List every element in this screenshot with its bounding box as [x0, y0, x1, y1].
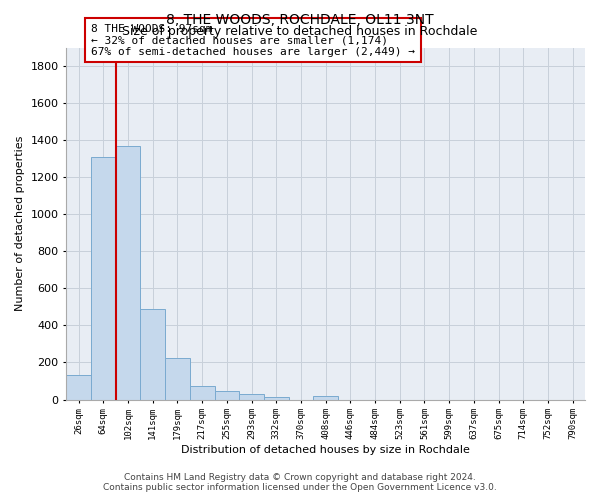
- Bar: [264, 397, 289, 400]
- Bar: [91, 157, 116, 400]
- Y-axis label: Number of detached properties: Number of detached properties: [15, 136, 25, 311]
- Bar: [313, 396, 338, 400]
- Text: Contains HM Land Registry data © Crown copyright and database right 2024.
Contai: Contains HM Land Registry data © Crown c…: [103, 473, 497, 492]
- Bar: [67, 374, 91, 400]
- Text: Size of property relative to detached houses in Rochdale: Size of property relative to detached ho…: [122, 25, 478, 38]
- Bar: [190, 386, 215, 400]
- Bar: [215, 391, 239, 400]
- Text: 8, THE WOODS, ROCHDALE, OL11 3NT: 8, THE WOODS, ROCHDALE, OL11 3NT: [166, 12, 434, 26]
- Bar: [140, 309, 165, 400]
- Bar: [165, 358, 190, 400]
- Bar: [239, 394, 264, 400]
- Bar: [116, 146, 140, 400]
- Text: 8 THE WOODS: 97sqm
← 32% of detached houses are smaller (1,174)
67% of semi-deta: 8 THE WOODS: 97sqm ← 32% of detached hou…: [91, 24, 415, 57]
- X-axis label: Distribution of detached houses by size in Rochdale: Distribution of detached houses by size …: [181, 445, 470, 455]
